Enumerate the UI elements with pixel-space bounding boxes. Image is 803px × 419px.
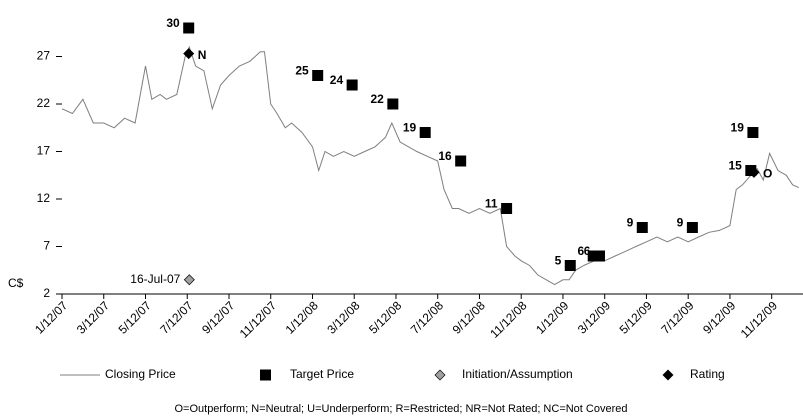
y-tick-label: 7 [43,239,50,253]
x-tick-label: 3/12/09 [575,298,613,336]
y-tick-label: 17 [37,144,51,158]
target-marker [419,127,431,138]
footnote: O=Outperform; N=Neutral; U=Underperform;… [174,403,627,415]
legend-swatch [260,369,271,381]
legend-swatch [662,369,674,381]
y-tick-label: 27 [37,49,51,63]
x-tick-label: 3/12/07 [74,298,112,336]
x-tick-label: 11/12/08 [487,298,530,341]
target-label: 19 [403,121,417,135]
target-label: 25 [295,64,309,78]
target-label: 6 [578,244,585,258]
target-label: 22 [370,92,384,106]
target-marker [747,127,759,138]
legend-label: Target Price [290,367,354,381]
y-tick-label: 22 [37,96,51,110]
target-label: 15 [728,159,742,173]
x-tick-label: 3/12/08 [324,298,362,336]
target-marker [587,250,599,262]
x-tick-label: 1/12/07 [32,298,70,336]
target-marker [346,79,358,91]
price-line [61,45,800,286]
x-tick-label: 11/12/07 [237,298,280,341]
marker-label: O [763,167,772,181]
target-marker [636,222,648,233]
x-tick-label: 9/12/07 [199,298,237,336]
x-tick-label: 5/12/09 [617,298,655,336]
x-tick-label: 9/12/08 [450,298,488,336]
target-label: 30 [166,16,180,30]
target-label: 9 [677,216,684,230]
y-tick-label: 12 [37,191,51,205]
diamond-marker [183,48,195,60]
target-marker [564,260,576,271]
target-marker [455,155,467,167]
target-label: 19 [731,121,745,135]
legend-label: Rating [690,367,725,381]
target-marker [686,222,698,233]
x-tick-label: 7/12/07 [157,298,195,336]
target-label: 5 [555,254,562,268]
x-tick-label: 1/12/08 [283,298,321,336]
legend-label: Initiation/Assumption [462,367,573,381]
marker-label: N [198,48,207,62]
target-marker [501,203,513,214]
x-tick-label: 5/12/07 [116,298,154,336]
y-tick-label: 2 [43,286,50,300]
target-marker [593,250,605,262]
legend-swatch [434,369,446,381]
diamond-marker [748,166,760,178]
target-marker [312,70,324,81]
x-tick-label: 7/12/09 [658,298,696,336]
marker-label: 16-Jul-07 [130,272,180,286]
diamond-marker [183,274,195,286]
y-axis-label: C$ [8,276,24,290]
target-label: 11 [485,197,498,211]
x-tick-label: 11/12/09 [738,298,781,341]
x-tick-label: 5/12/08 [366,298,404,336]
target-marker [387,98,399,110]
x-tick-label: 7/12/08 [408,298,446,336]
target-label: 9 [627,216,634,230]
target-label: 16 [438,149,452,163]
x-tick-label: 9/12/09 [700,298,738,336]
target-label: 24 [330,73,344,87]
target-marker [183,22,195,34]
x-tick-label: 1/12/09 [533,298,571,336]
target-label: 6 [584,244,591,258]
legend-label: Closing Price [105,367,176,381]
